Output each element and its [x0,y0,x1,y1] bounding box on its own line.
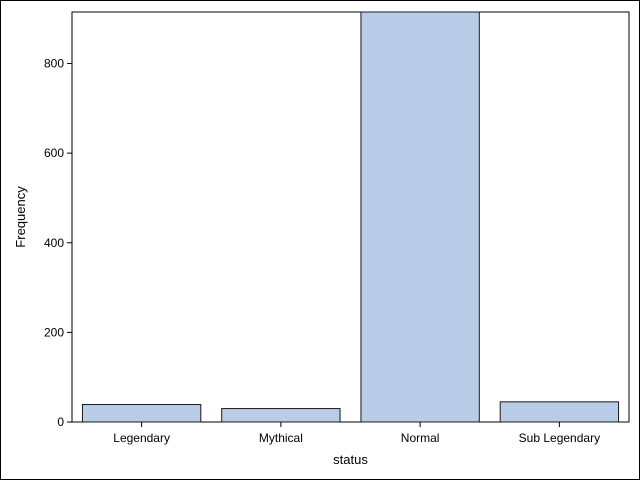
bars-group [81,11,620,423]
y-axis-label: Frequency [13,186,28,248]
y-axis-ticks: 0 200 400 600 800 [44,57,72,429]
y-tick-label: 200 [44,325,64,339]
y-tick-label: 400 [44,236,64,250]
y-tick-label: 0 [57,415,64,429]
bar-normal [360,11,480,423]
y-tick-label: 600 [44,146,64,160]
x-tick-label: Normal [401,431,440,445]
plot-area [71,11,630,423]
y-tick-label: 800 [44,57,64,71]
bar-mythical [221,408,341,423]
x-tick-label: Sub Legendary [519,431,600,445]
bar-sub-legendary [499,401,620,423]
bar-legendary [81,404,202,423]
x-tick-label: Legendary [113,431,170,445]
x-axis-label: status [333,452,368,467]
x-axis-ticks: Legendary Mythical Normal Sub Legendary [113,422,600,445]
x-tick-label: Mythical [259,431,303,445]
